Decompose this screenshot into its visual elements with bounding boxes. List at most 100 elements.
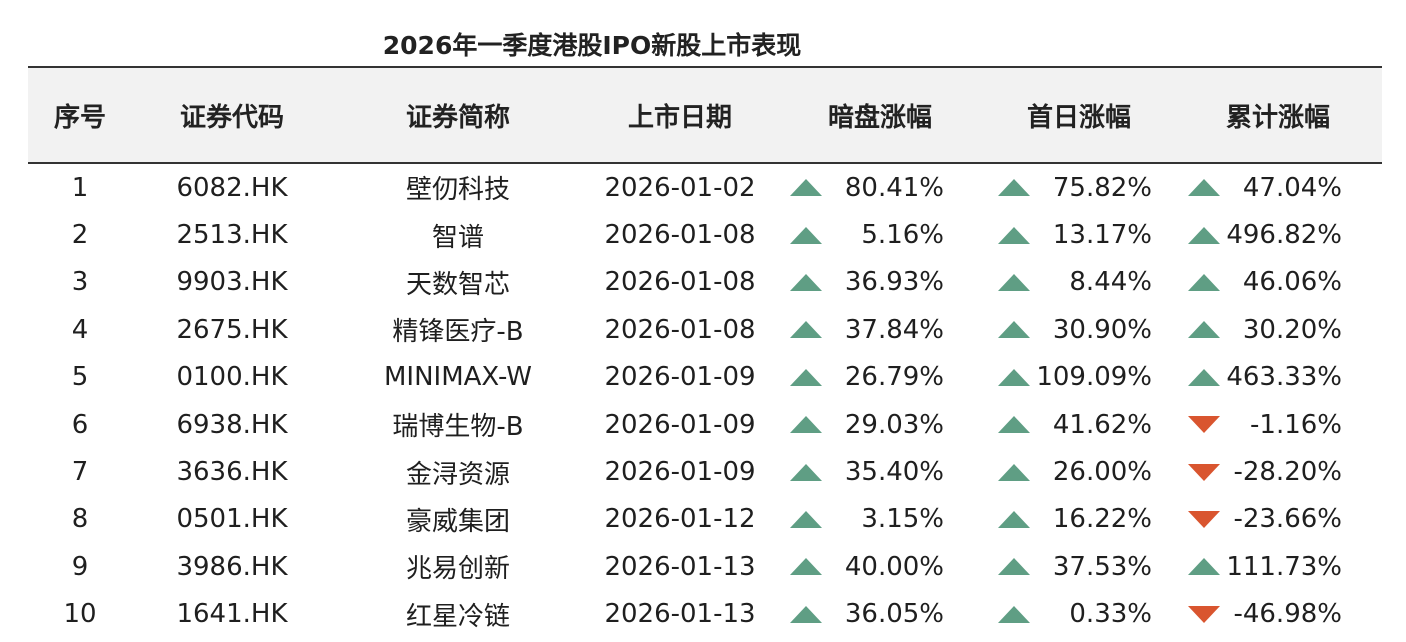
cell-cumulative: -1.16% [1174,410,1382,440]
change-value: 37.84% [844,314,944,345]
cell-name: 豪威集团 [405,506,510,537]
change-value: 30.20% [1242,314,1342,345]
cell-grey-market: 3.15% [776,504,984,534]
cell-first-day: 37.53% [984,552,1174,582]
triangle-down-icon [1188,416,1220,434]
cell-name: 天数智芯 [405,269,510,300]
triangle-down-icon [1188,605,1220,623]
cell-no: 3 [71,267,89,298]
cell-date: 2026-01-09 [604,409,756,440]
change-value: 40.00% [844,551,944,582]
header-first-day: 首日涨幅 [1026,102,1131,133]
triangle-up-icon [790,226,822,244]
triangle-up-icon [998,273,1030,291]
cell-date: 2026-01-02 [604,172,756,203]
cell-first-day: 0.33% [984,599,1174,629]
change-value: -46.98% [1233,599,1342,630]
triangle-up-icon [1188,321,1220,339]
change-value: 16.22% [1052,504,1152,535]
cell-grey-market: 26.79% [776,362,984,392]
cell-cumulative: -28.20% [1174,457,1382,487]
cell-cumulative: 496.82% [1174,220,1382,250]
change-value: 75.82% [1052,172,1152,203]
cell-date: 2026-01-09 [604,362,756,393]
triangle-up-icon [790,179,822,197]
change-value: 5.16% [861,220,944,251]
cell-grey-market: 37.84% [776,315,984,345]
cell-cumulative: 47.04% [1174,173,1382,203]
change-value: 13.17% [1052,220,1152,251]
table-row: 1 6082.HK 壁仞科技 2026-01-02 80.41% 75.82% 47.04% [28,164,1382,211]
table-body: 1 6082.HK 壁仞科技 2026-01-02 80.41% 75.82% 47.04%… [28,164,1382,638]
triangle-down-icon [1188,463,1220,481]
table-row: 6 6938.HK 瑞博生物-B 2026-01-09 29.03% 41.62% -1.1… [28,401,1382,448]
table-row: 8 0501.HK 豪威集团 2026-01-12 3.15% 16.22% -23.66% [28,496,1382,543]
ipo-table: 序号 证券代码 证券简称 上市日期 暗盘涨幅 首日涨幅 累计涨幅 1 6082.H… [28,66,1382,638]
change-value: 111.73% [1226,551,1342,582]
cell-code: 2513.HK [176,220,288,251]
cell-grey-market: 80.41% [776,173,984,203]
cell-date: 2026-01-08 [604,314,756,345]
cell-no: 6 [71,409,89,440]
cell-grey-market: 29.03% [776,410,984,440]
cell-cumulative: -46.98% [1174,599,1382,629]
cell-first-day: 75.82% [984,173,1174,203]
triangle-up-icon [790,510,822,528]
table-row: 10 1641.HK 红星冷链 2026-01-13 36.05% 0.33% -46.98… [28,591,1382,638]
change-value: -28.20% [1233,457,1342,488]
cell-first-day: 41.62% [984,410,1174,440]
change-value: 3.15% [861,504,944,535]
cell-no: 9 [71,551,89,582]
header-code: 证券代码 [179,102,284,133]
cell-code: 0100.HK [176,362,288,393]
change-value: 463.33% [1226,362,1342,393]
header-cumulative: 累计涨幅 [1225,102,1330,133]
triangle-up-icon [1188,179,1220,197]
cell-grey-market: 5.16% [776,220,984,250]
cell-name: 兆易创新 [405,554,510,585]
change-value: 80.41% [844,172,944,203]
triangle-up-icon [998,558,1030,576]
triangle-up-icon [998,463,1030,481]
table-row: 4 2675.HK 精锋医疗-B 2026-01-08 37.84% 30.90% 30.2… [28,306,1382,353]
cell-code: 3636.HK [176,457,288,488]
triangle-up-icon [998,321,1030,339]
cell-name: 红星冷链 [405,601,510,632]
cell-first-day: 13.17% [984,220,1174,250]
table-row: 5 0100.HK MINIMAX-W 2026-01-09 26.79% 109.09%… [28,354,1382,401]
change-value: 35.40% [844,457,944,488]
cell-name: 智谱 [431,222,484,253]
triangle-up-icon [1188,273,1220,291]
change-value: 47.04% [1242,172,1342,203]
cell-code: 1641.HK [176,599,288,630]
cell-name: 壁仞科技 [405,175,510,206]
cell-cumulative: 30.20% [1174,315,1382,345]
cell-no: 1 [71,172,89,203]
triangle-up-icon [790,273,822,291]
cell-date: 2026-01-09 [604,457,756,488]
cell-first-day: 30.90% [984,315,1174,345]
change-value: 29.03% [844,409,944,440]
header-name: 证券简称 [405,102,510,133]
triangle-up-icon [790,558,822,576]
change-value: 46.06% [1242,267,1342,298]
triangle-up-icon [1188,226,1220,244]
cell-first-day: 109.09% [984,362,1174,392]
triangle-up-icon [998,226,1030,244]
cell-name: 瑞博生物-B [392,412,524,443]
change-value: 26.79% [844,362,944,393]
table-row: 9 3986.HK 兆易创新 2026-01-13 40.00% 37.53% 111.73… [28,543,1382,590]
cell-date: 2026-01-08 [604,220,756,251]
triangle-down-icon [1188,510,1220,528]
cell-grey-market: 36.93% [776,267,984,297]
header-grey-market: 暗盘涨幅 [827,102,932,133]
header-date: 上市日期 [627,102,732,133]
change-value: 36.05% [844,599,944,630]
change-value: 8.44% [1069,267,1152,298]
triangle-up-icon [998,510,1030,528]
change-value: 26.00% [1052,457,1152,488]
change-value: 37.53% [1052,551,1152,582]
triangle-up-icon [998,605,1030,623]
cell-code: 3986.HK [176,551,288,582]
cell-first-day: 16.22% [984,504,1174,534]
